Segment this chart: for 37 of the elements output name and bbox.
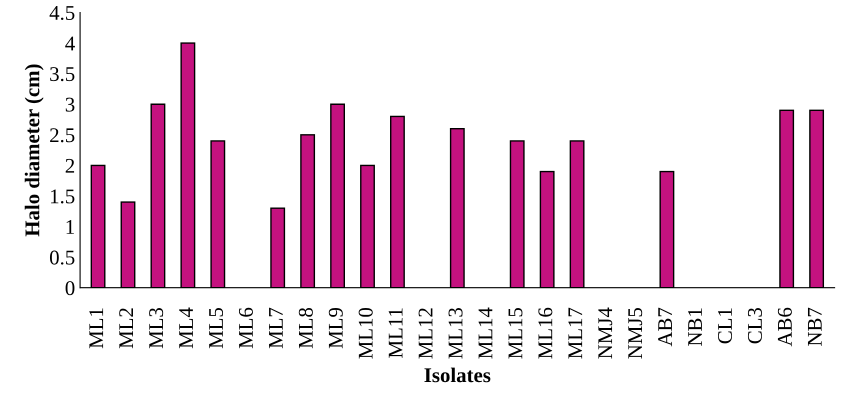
x-tick-label: CL3 (748, 308, 762, 344)
x-tick-label: ML17 (568, 308, 582, 359)
y-axis-title: Halo diameter (cm) (24, 64, 44, 236)
x-tick-label: ML14 (478, 308, 492, 359)
x-axis-title: Isolates (424, 368, 490, 382)
x-tick-label: ML16 (538, 308, 552, 359)
x-tick-label: ML11 (388, 308, 402, 358)
y-tick-label: 1 (66, 220, 74, 234)
x-tick-label: ML4 (179, 308, 193, 348)
y-tick-label: 0.5 (50, 250, 74, 265)
x-tick-label: ML3 (149, 308, 164, 348)
x-tick-label: AB6 (778, 308, 792, 346)
x-tick-label: NMJ4 (598, 308, 612, 359)
y-tick-label: 0 (66, 281, 74, 296)
y-tick-label: 4.5 (50, 6, 74, 20)
x-tick-label: ML13 (448, 308, 463, 359)
x-tick-label: AB7 (658, 308, 672, 346)
y-tick-label: 3 (66, 98, 74, 112)
x-tick-label: ML2 (119, 308, 133, 348)
x-tick-label: ML6 (238, 308, 253, 348)
x-tick-label: ML12 (418, 308, 432, 359)
y-tick-label: 1.5 (51, 189, 74, 204)
x-tick-label: NB1 (688, 308, 702, 346)
x-tick-label: NMJ5 (628, 308, 642, 359)
x-tick-label: ML1 (89, 308, 104, 348)
y-tick-label: 3.5 (50, 67, 74, 82)
y-tick-label: 2 (66, 158, 74, 173)
x-tick-label: ML9 (328, 308, 343, 348)
x-tick-label: CL1 (718, 308, 732, 344)
x-tick-label: ML5 (209, 308, 224, 348)
x-tick-label: ML10 (358, 308, 373, 359)
y-tick-label: 4 (65, 36, 75, 50)
x-tick-label: NB7 (808, 308, 822, 346)
x-tick-label: ML8 (298, 308, 313, 348)
x-tick-label: ML7 (269, 308, 283, 348)
y-tick-label: 2.5 (50, 128, 74, 142)
x-tick-label: ML15 (508, 308, 522, 359)
